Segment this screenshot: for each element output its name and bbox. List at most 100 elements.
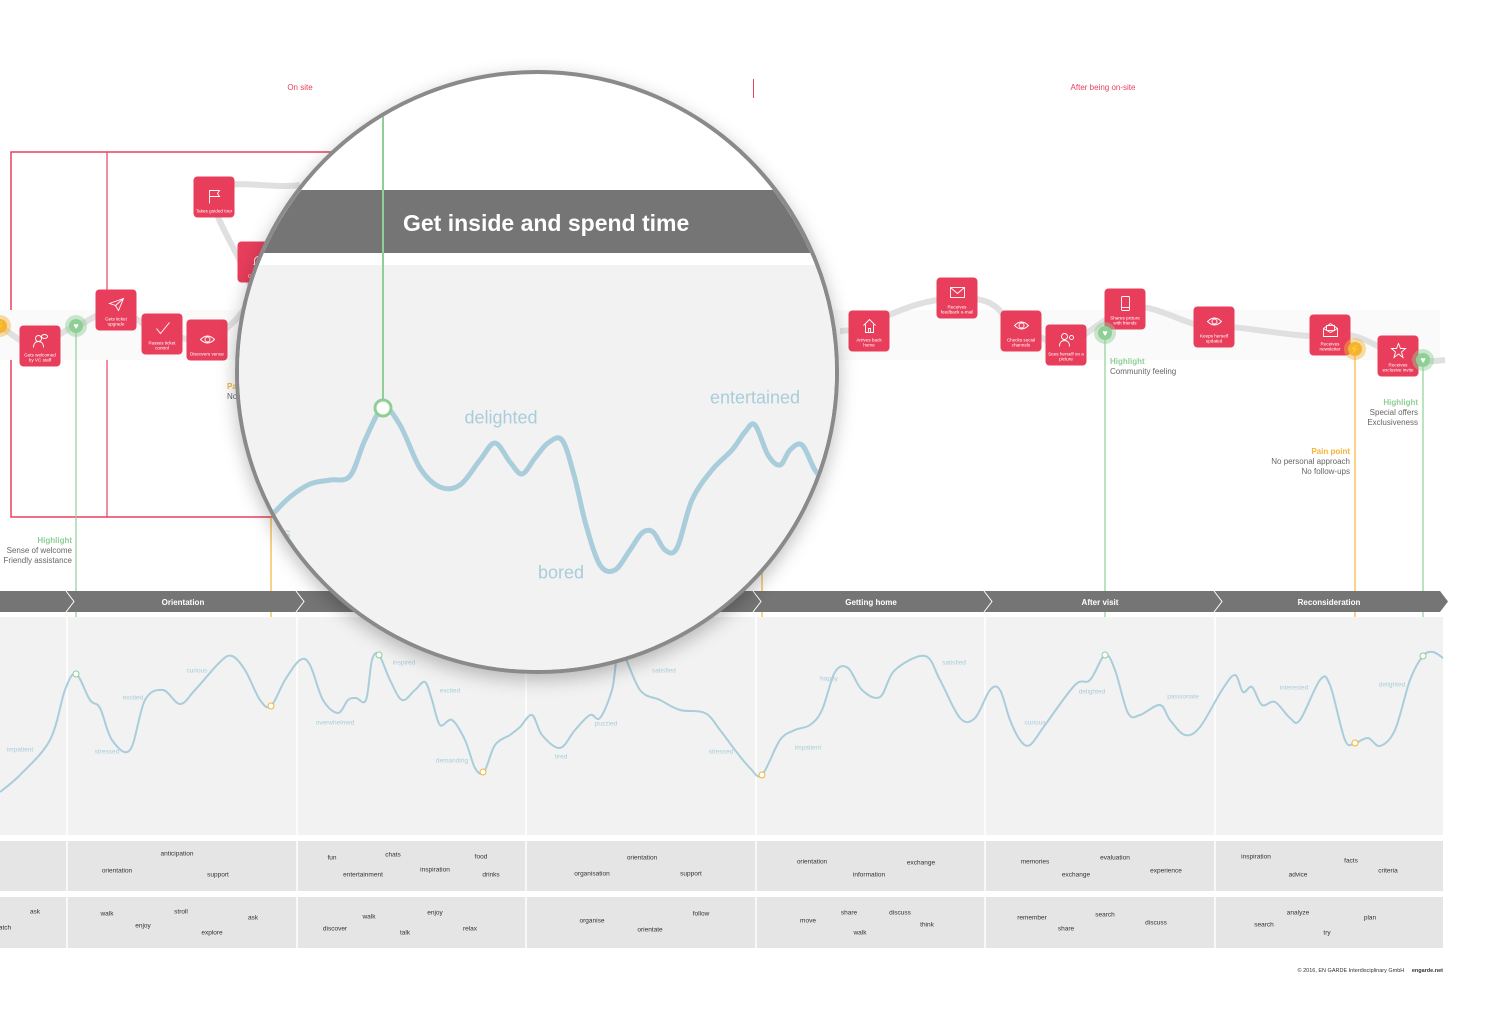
emotion-label: overwhelmed <box>315 719 355 727</box>
stage-label: Getting home <box>845 598 897 607</box>
action-keyword: think <box>920 921 934 929</box>
action-keyword: enjoy <box>427 909 443 917</box>
touchpoint-card[interactable]: Sees herself on a picture <box>1045 324 1087 366</box>
touchpoint-card[interactable]: Shares picture with friends <box>1104 288 1146 330</box>
magnified-emotion-entertained: entertained <box>709 387 801 408</box>
note-line: No follow-ups <box>1301 467 1350 476</box>
stage-chevron <box>65 590 75 613</box>
touchpoint-label: Gets ticket upgrade <box>105 316 127 327</box>
touchpoint-label: Checks social channels <box>1006 337 1036 348</box>
emotion-point <box>758 771 766 779</box>
action-keyword: walk <box>362 913 376 921</box>
emotion-label: passionate <box>1167 693 1199 701</box>
emotion-point <box>1101 651 1109 659</box>
note-line: Sense of welcome <box>6 546 72 555</box>
touchpoint-card[interactable]: Receives newsletter <box>1309 314 1351 356</box>
heart-icon: ♥ <box>69 319 83 333</box>
touchpoint-card[interactable]: Receives exclusive invite <box>1377 335 1419 377</box>
action-keyword: share <box>1057 925 1075 933</box>
emotion-label: delighted <box>1378 681 1406 689</box>
note-line: Special offers <box>1369 408 1418 417</box>
emotion-label: interested <box>1279 684 1309 692</box>
stage-label: After visit <box>1081 598 1119 607</box>
highlight-marker[interactable]: ♥ <box>1094 322 1116 344</box>
note-line: No personal approach <box>1271 457 1350 466</box>
magnified-highlight-point <box>373 398 393 418</box>
touchpoint-card[interactable]: Arrives back home <box>848 310 890 352</box>
emotion-label: satisfied <box>942 659 966 667</box>
action-keyword: explore <box>201 929 223 937</box>
person-eye-icon <box>1058 332 1074 352</box>
need-keyword: support <box>207 871 229 879</box>
touchpoint-card[interactable]: Checks social channels <box>1000 310 1042 352</box>
highlight-marker[interactable]: ♥ <box>65 315 87 337</box>
highlight-note: Highlight Sense of welcome Friendly assist… <box>4 536 72 566</box>
note-type: Highlight <box>1110 357 1145 366</box>
touchpoint-label: Receives newsletter <box>1319 341 1341 352</box>
emotion-point <box>479 768 487 776</box>
highlight-marker[interactable]: ♥ <box>1412 349 1434 371</box>
magnified-stage-title: Get inside and spend time <box>403 210 690 236</box>
need-keyword: criteria <box>1378 867 1398 875</box>
magnifier-lens: Get inside and spend time delighted ente… <box>235 70 839 674</box>
action-keyword: atch <box>0 924 12 932</box>
emotion-label: excited <box>439 687 461 695</box>
pain-point-note: Pa No <box>227 382 237 402</box>
open-envelope-icon <box>1322 322 1338 342</box>
action-keyword: organise <box>579 917 605 925</box>
action-keyword: plan <box>1363 914 1377 922</box>
action-keyword: move <box>800 917 816 925</box>
note-type: Highlight <box>37 536 72 545</box>
star-icon <box>1389 342 1407 363</box>
need-keyword: entertainment <box>343 871 383 879</box>
phase-on-site: On site <box>287 83 313 92</box>
stage-label: Orientation <box>161 598 205 607</box>
pain-point-marker[interactable]: ⚡ <box>1344 338 1366 360</box>
paper-plane-icon <box>107 297 124 317</box>
need-keyword: advice <box>1288 871 1308 879</box>
heart-icon: ♥ <box>1098 326 1112 340</box>
eye-icon <box>199 332 215 352</box>
touchpoint-card[interactable]: Takes guided tour <box>193 176 235 218</box>
emotion-label: curious <box>186 667 208 675</box>
copyright: © 2016, EN GARDE Interdisciplinary GmbH <box>1297 968 1405 974</box>
note-line: Friendly assistance <box>3 556 72 565</box>
magnified-partial-label: s <box>283 525 291 541</box>
action-keyword: orientate <box>637 926 663 934</box>
need-keyword: orientation <box>796 858 828 866</box>
pain-point-marker[interactable]: ⚡ <box>0 315 11 337</box>
touchpoint-card[interactable]: Discovers venue <box>186 319 228 361</box>
need-keyword: orientation <box>626 854 658 862</box>
emotion-label: stressed <box>708 748 734 756</box>
stage-chevron <box>1213 590 1223 613</box>
touchpoint-label: Gets welcomed by VC staff <box>24 352 56 363</box>
touchpoint-label: Receives exclusive invite <box>1382 362 1414 373</box>
smartphone-icon <box>1117 296 1133 316</box>
touchpoint-label: Takes guided tour <box>195 208 233 214</box>
touchpoint-label: Arrives back home <box>856 337 882 348</box>
touchpoint-label: Shares picture with friends <box>1110 315 1140 326</box>
footer: © 2016, EN GARDE Interdisciplinary GmbH … <box>1298 968 1443 974</box>
touchpoint-card[interactable]: Receives feedback e-mail <box>936 277 978 319</box>
emotion-label: tired <box>554 753 568 761</box>
emotion-point <box>1419 652 1427 660</box>
highlight-note: Highlight Community feeling <box>1110 357 1176 377</box>
need-keyword: exchange <box>1061 871 1091 879</box>
eye-icon <box>1206 314 1222 334</box>
need-keyword: food <box>474 853 488 861</box>
touchpoint-card[interactable]: Gets ticket upgrade <box>95 289 137 331</box>
emotion-label: happy <box>820 675 838 683</box>
emotion-label: excited <box>122 694 144 702</box>
touchpoint-card[interactable]: Gets welcomed by VC staff <box>19 325 61 367</box>
magnified-stage-bar <box>239 190 835 253</box>
emotion-label: impatient <box>794 744 822 752</box>
action-keyword: share <box>840 909 858 917</box>
site-link[interactable]: engarde.net <box>1411 968 1443 974</box>
action-keyword: walk <box>853 929 867 937</box>
touchpoint-card[interactable]: Passes ticket control <box>141 313 183 355</box>
emotion-curve <box>0 648 1444 793</box>
touchpoint-card[interactable]: Keeps herself updated <box>1193 306 1235 348</box>
note-type: Highlight <box>1383 398 1418 407</box>
actions-row <box>0 897 1443 948</box>
pain-point-note: Pain point No personal approach No follow-… <box>1271 447 1350 477</box>
